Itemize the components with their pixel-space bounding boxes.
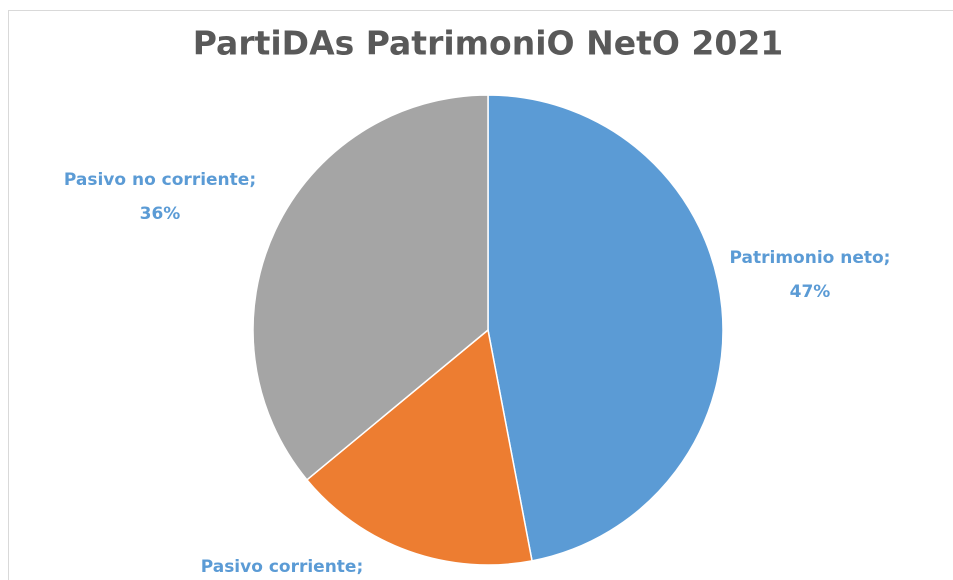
chart-title: PartiDAs PatrimoniO NetO 2021 xyxy=(193,24,784,63)
data-label-category: Patrimonio neto; xyxy=(730,248,891,268)
data-label-value: 36% xyxy=(140,204,181,224)
pie-slice xyxy=(252,94,489,481)
data-label-category: Pasivo no corriente; xyxy=(64,170,256,190)
data-label-value: 47% xyxy=(790,282,831,302)
pie-slice xyxy=(487,94,724,562)
pie-slice xyxy=(305,328,533,566)
data-label-category: Pasivo corriente; xyxy=(201,557,364,577)
